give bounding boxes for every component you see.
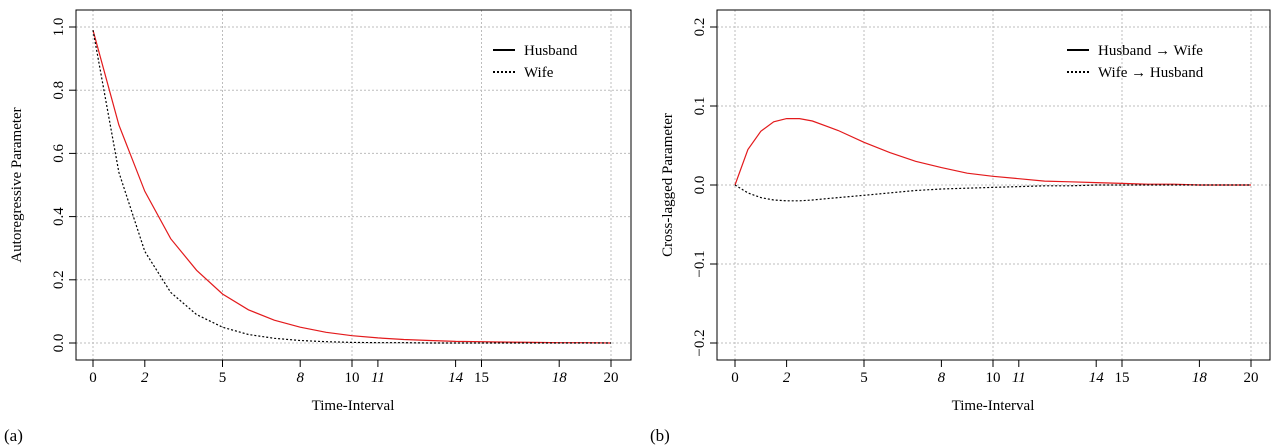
x-tick-label: 15 (1115, 370, 1130, 386)
panel-a-x-ticks: 0 5 10 15 20 2 8 11 14 18 (89, 360, 619, 386)
panel-b-label: (b) (650, 426, 670, 445)
legend-wife-label: Wife (524, 65, 554, 81)
y-tick-label: 0.4 (51, 207, 67, 226)
y-tick-label: 0.6 (51, 144, 67, 163)
panel-a-y-axis-label: Autoregressive Parameter (9, 107, 25, 262)
y-tick-label: 0.8 (51, 81, 67, 100)
panel-a-label: (a) (4, 426, 23, 445)
x-tick-label: 8 (938, 370, 946, 386)
panel-a-frame (75, 9, 632, 361)
x-tick-label: 20 (1244, 370, 1259, 386)
series-line-primary (734, 118, 1251, 186)
x-tick-label: 5 (219, 370, 227, 386)
x-tick-label: 10 (345, 370, 360, 386)
x-tick-label: 5 (860, 370, 868, 386)
y-tick-label: 0.2 (692, 18, 708, 37)
x-tick-label: 10 (986, 370, 1001, 386)
x-tick-label: 0 (89, 370, 97, 386)
x-tick-label: 2 (783, 370, 791, 386)
panel-a-lines (92, 30, 612, 344)
y-tick-label: −0.1 (692, 250, 708, 277)
panel-a: 0 5 10 15 20 2 8 11 14 18 0.0 0.2 0.4 0.6 0.8 1.0 Time… (4, 9, 632, 445)
x-tick-label: 14 (448, 370, 464, 386)
y-tick-label: −0.2 (692, 329, 708, 356)
panel-a-grid (76, 10, 631, 360)
panel-b-y-axis-label: Cross-lagged Parameter (660, 113, 676, 257)
x-tick-label: 11 (1012, 370, 1026, 386)
x-tick-label: 11 (371, 370, 385, 386)
y-tick-label: 0.2 (51, 270, 67, 289)
legend-husband-wife-label: Husband → Wife (1098, 43, 1203, 59)
x-tick-label: 14 (1089, 370, 1105, 386)
legend-husband-label: Husband (524, 43, 578, 59)
x-tick-label: 0 (731, 370, 739, 386)
y-tick-label: 0.0 (692, 176, 708, 195)
x-tick-label: 18 (1192, 370, 1208, 386)
panel-a-x-axis-label: Time-Interval (312, 398, 395, 414)
y-tick-label: 0.0 (51, 334, 67, 353)
x-tick-label: 8 (296, 370, 304, 386)
panel-b-lines (734, 118, 1251, 202)
panel-a-y-ticks: 0.0 0.2 0.4 0.6 0.8 1.0 (51, 18, 76, 353)
x-tick-label: 2 (141, 370, 149, 386)
panel-a-legend: Husband Wife (493, 43, 578, 81)
x-tick-label: 15 (474, 370, 489, 386)
x-tick-label: 20 (604, 370, 619, 386)
panel-b-y-ticks: −0.2 −0.1 0.0 0.1 0.2 (692, 18, 717, 357)
y-tick-label: 0.1 (692, 97, 708, 116)
series-line-primary (92, 30, 612, 344)
panel-b-x-ticks: 0 5 10 15 20 2 8 11 14 18 (731, 360, 1259, 386)
series-line-secondary (734, 184, 1251, 202)
panel-b-legend: Husband → Wife Wife → Husband (1067, 43, 1204, 81)
x-tick-label: 18 (552, 370, 568, 386)
panel-b-x-axis-label: Time-Interval (952, 398, 1035, 414)
panel-b: 0 5 10 15 20 2 8 11 14 18 −0.2 −0.1 0.0 0.1 0.2 Time-… (650, 9, 1271, 445)
legend-wife-husband-label: Wife → Husband (1098, 65, 1204, 81)
panel-b-grid (717, 10, 1270, 360)
y-tick-label: 1.0 (51, 18, 67, 37)
